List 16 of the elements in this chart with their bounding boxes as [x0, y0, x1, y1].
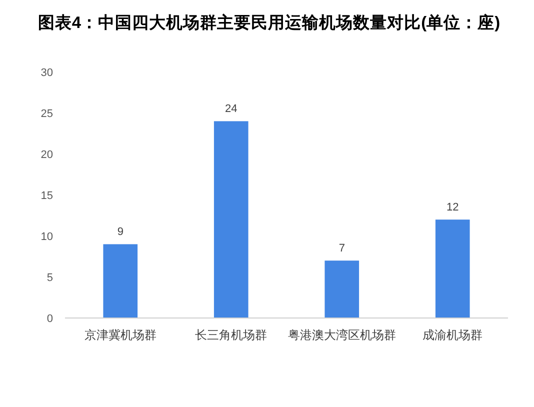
- data-label: 7: [338, 242, 345, 255]
- x-tick-label: 粤港澳大湾区机场群: [288, 328, 396, 342]
- y-tick-label: 15: [40, 190, 53, 202]
- y-tick-label: 0: [46, 313, 53, 325]
- y-tick-label: 30: [40, 67, 53, 79]
- data-label: 12: [446, 202, 459, 214]
- y-tick-label: 25: [40, 108, 53, 120]
- data-label: 9: [117, 226, 124, 238]
- y-tick-label: 5: [46, 272, 53, 284]
- x-tick-label: 成渝机场群: [422, 328, 483, 342]
- x-tick-label: 京津冀机场群: [84, 328, 156, 342]
- y-tick-label: 20: [40, 149, 53, 161]
- y-tick-label: 10: [40, 231, 53, 243]
- data-label: 24: [225, 103, 238, 116]
- x-tick-label: 长三角机场群: [195, 328, 268, 342]
- title: 图表4：中国四大机场群主要民用运输机场数量对比(单位：座): [38, 14, 500, 32]
